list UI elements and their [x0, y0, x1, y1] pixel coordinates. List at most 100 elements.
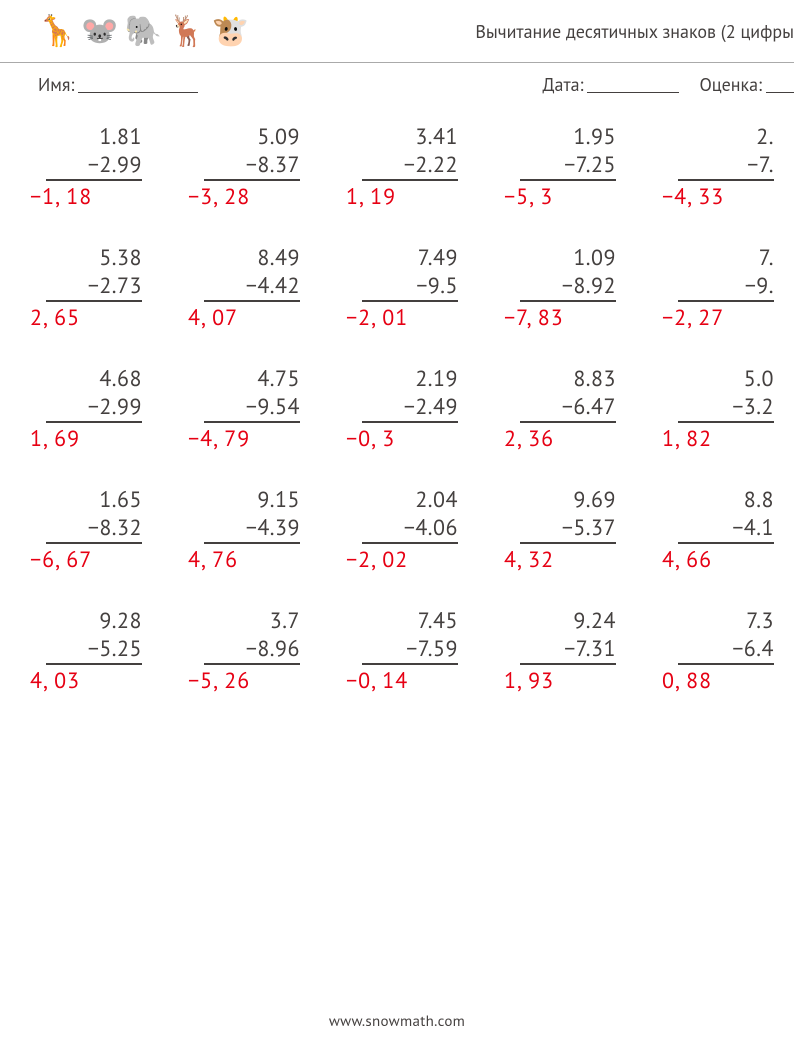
problem: 9.28−5.254, 03: [24, 607, 182, 728]
answer: 4, 07: [182, 304, 238, 332]
subtrahend: −8.92: [520, 272, 616, 302]
subtrahend: −2.99: [46, 393, 142, 423]
problem-numbers: 2.−7.: [678, 123, 774, 181]
problem-numbers: 1.09−8.92: [520, 244, 616, 302]
minuend: 9.15: [204, 486, 300, 514]
subtrahend: −7.31: [520, 635, 616, 665]
subtrahend: −4.1: [678, 514, 774, 544]
minuend: 7.3: [678, 607, 774, 635]
meta-row: Имя: Дата: Оценка:: [0, 63, 794, 105]
problem: 2.04−4.06−2, 02: [340, 486, 498, 607]
problems-grid: 1.81−2.99−1, 185.09−8.37−3, 283.41−2.221…: [0, 105, 794, 728]
minuend: 2.04: [362, 486, 458, 514]
problem: 5.09−8.37−3, 28: [182, 123, 340, 244]
problem: 4.75−9.54−4, 79: [182, 365, 340, 486]
problem-numbers: 7.3−6.4: [678, 607, 774, 665]
minuend: 3.41: [362, 123, 458, 151]
problem-numbers: 8.49−4.42: [204, 244, 300, 302]
problem: 9.15−4.394, 76: [182, 486, 340, 607]
answer: 1, 82: [656, 425, 712, 453]
minuend: 9.28: [46, 607, 142, 635]
problem: 5.38−2.732, 65: [24, 244, 182, 365]
minuend: 2.: [678, 123, 774, 151]
problem: 8.83−6.472, 36: [498, 365, 656, 486]
problem-numbers: 5.0−3.2: [678, 365, 774, 423]
problem: 8.8−4.14, 66: [656, 486, 794, 607]
minuend: 9.24: [520, 607, 616, 635]
minuend: 8.49: [204, 244, 300, 272]
answer: 1, 93: [498, 667, 554, 695]
answer: −0, 3: [340, 425, 395, 453]
subtrahend: −2.49: [362, 393, 458, 423]
subtrahend: −7.59: [362, 635, 458, 665]
problem-numbers: 9.15−4.39: [204, 486, 300, 544]
deer-icon: 🦌: [168, 16, 205, 46]
answer: −5, 26: [182, 667, 250, 695]
subtrahend: −2.99: [46, 151, 142, 181]
minuend: 1.65: [46, 486, 142, 514]
problem-numbers: 4.75−9.54: [204, 365, 300, 423]
problem-numbers: 9.28−5.25: [46, 607, 142, 665]
answer: −7, 83: [498, 304, 564, 332]
header-bar: 🦒 🐭 🐘 🦌 🐮 Вычитание десятичных знаков (2…: [0, 0, 794, 63]
problem: 7.45−7.59−0, 14: [340, 607, 498, 728]
problem-numbers: 3.41−2.22: [362, 123, 458, 181]
minuend: 8.8: [678, 486, 774, 514]
worksheet-title: Вычитание десятичных знаков (2 цифры: [475, 0, 794, 62]
problem: 7.−9.−2, 27: [656, 244, 794, 365]
answer: 0, 88: [656, 667, 712, 695]
subtrahend: −8.32: [46, 514, 142, 544]
problem-numbers: 7.−9.: [678, 244, 774, 302]
subtrahend: −7.25: [520, 151, 616, 181]
minuend: 1.09: [520, 244, 616, 272]
answer: 1, 19: [340, 183, 396, 211]
problem-numbers: 4.68−2.99: [46, 365, 142, 423]
subtrahend: −7.: [678, 151, 774, 181]
answer: −0, 14: [340, 667, 408, 695]
subtrahend: −9.: [678, 272, 774, 302]
problem: 1.65−8.32−6, 67: [24, 486, 182, 607]
answer: −1, 18: [24, 183, 92, 211]
subtrahend: −2.22: [362, 151, 458, 181]
subtrahend: −4.42: [204, 272, 300, 302]
subtrahend: −5.25: [46, 635, 142, 665]
problem-numbers: 7.45−7.59: [362, 607, 458, 665]
subtrahend: −6.47: [520, 393, 616, 423]
grade-blank: [766, 76, 794, 93]
grade-label: Оценка:: [699, 73, 762, 96]
problem: 4.68−2.991, 69: [24, 365, 182, 486]
answer: −3, 28: [182, 183, 250, 211]
date-blank: [587, 76, 679, 93]
problem: 1.09−8.92−7, 83: [498, 244, 656, 365]
problem-numbers: 1.95−7.25: [520, 123, 616, 181]
answer: −2, 02: [340, 546, 408, 574]
problem-numbers: 2.19−2.49: [362, 365, 458, 423]
problem-numbers: 8.83−6.47: [520, 365, 616, 423]
minuend: 4.68: [46, 365, 142, 393]
minuend: 2.19: [362, 365, 458, 393]
problem-numbers: 8.8−4.1: [678, 486, 774, 544]
subtrahend: −4.39: [204, 514, 300, 544]
subtrahend: −9.54: [204, 393, 300, 423]
problem: 3.7−8.96−5, 26: [182, 607, 340, 728]
subtrahend: −2.73: [46, 272, 142, 302]
problem: 9.69−5.374, 32: [498, 486, 656, 607]
problem-numbers: 2.04−4.06: [362, 486, 458, 544]
problem-numbers: 1.65−8.32: [46, 486, 142, 544]
answer: −5, 3: [498, 183, 553, 211]
minuend: 5.38: [46, 244, 142, 272]
cow-icon: 🐮: [211, 16, 248, 46]
answer: 2, 65: [24, 304, 80, 332]
problem-numbers: 9.24−7.31: [520, 607, 616, 665]
problem: 5.0−3.21, 82: [656, 365, 794, 486]
problem-numbers: 7.49−9.5: [362, 244, 458, 302]
subtrahend: −8.37: [204, 151, 300, 181]
problem-numbers: 3.7−8.96: [204, 607, 300, 665]
problem-numbers: 9.69−5.37: [520, 486, 616, 544]
minuend: 9.69: [520, 486, 616, 514]
answer: 4, 66: [656, 546, 712, 574]
giraffe-icon: 🦒: [38, 16, 75, 46]
problem: 8.49−4.424, 07: [182, 244, 340, 365]
answer: −4, 33: [656, 183, 724, 211]
minuend: 3.7: [204, 607, 300, 635]
